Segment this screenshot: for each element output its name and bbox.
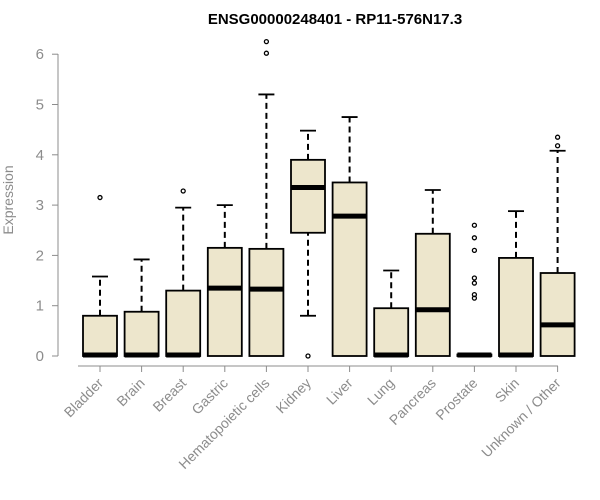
y-tick-label: 2: [36, 247, 44, 264]
box-lung: [373, 269, 410, 358]
x-tick-label: Liver: [323, 375, 356, 408]
outlier-point: [554, 143, 561, 149]
box-iqr: [123, 310, 160, 357]
x-tick-label: Kidney: [273, 375, 315, 417]
x-tick-label: Prostate: [432, 375, 480, 423]
y-ticks: 0 1 2 3 4 5 6: [36, 46, 58, 365]
box-iqr: [331, 181, 368, 357]
y-axis-label: Expression: [0, 165, 16, 234]
x-tick-label: Brain: [113, 375, 147, 409]
y-tick-label: 4: [36, 147, 44, 164]
box-prostate: [456, 222, 493, 358]
box-iqr: [290, 158, 326, 234]
y-tick-label: 5: [36, 97, 44, 114]
box-iqr: [414, 232, 451, 357]
outlier-point: [471, 222, 478, 228]
box-unknown-other: [539, 134, 576, 357]
outlier-point: [471, 247, 478, 254]
box-iqr: [373, 307, 410, 357]
box-breast: [165, 188, 202, 358]
box-brain: [123, 258, 160, 358]
box-iqr: [165, 289, 202, 357]
outlier-point: [263, 50, 270, 56]
y-tick-label: 6: [36, 46, 44, 63]
outlier-point: [471, 235, 478, 241]
y-tick-label: 0: [36, 348, 44, 365]
x-tick-label: Bladder: [61, 375, 107, 421]
outlier-point: [471, 291, 478, 298]
box-skin: [498, 210, 534, 358]
y-tick-label: 1: [36, 298, 44, 315]
outlier-point: [471, 280, 478, 286]
x-tick-label: Breast: [149, 375, 189, 415]
x-tick-label: Lung: [364, 375, 397, 408]
x-tick-label: Skin: [492, 375, 523, 406]
box-iqr: [539, 272, 576, 357]
outlier-point: [97, 194, 103, 201]
outlier-point: [554, 134, 561, 140]
box-iqr: [498, 257, 534, 357]
box-liver: [331, 116, 368, 357]
outlier-point: [180, 188, 186, 194]
box-pancreas: [414, 189, 451, 357]
box-hematopoietic-cells: [248, 38, 285, 357]
x-tick-label: Unknown / Other: [478, 375, 564, 461]
box-iqr: [206, 246, 243, 357]
y-tick-label: 3: [36, 197, 44, 214]
box-kidney: [290, 129, 326, 359]
box-iqr: [248, 247, 285, 357]
outlier-point: [305, 353, 311, 359]
outlier-point: [263, 38, 270, 45]
boxes-group: [82, 38, 576, 359]
box-bladder: [82, 194, 118, 358]
outlier-point: [471, 275, 478, 281]
chart-title: ENSG00000248401 - RP11-576N17.3: [208, 11, 462, 28]
box-gastric: [206, 204, 243, 357]
box-iqr: [82, 314, 118, 357]
